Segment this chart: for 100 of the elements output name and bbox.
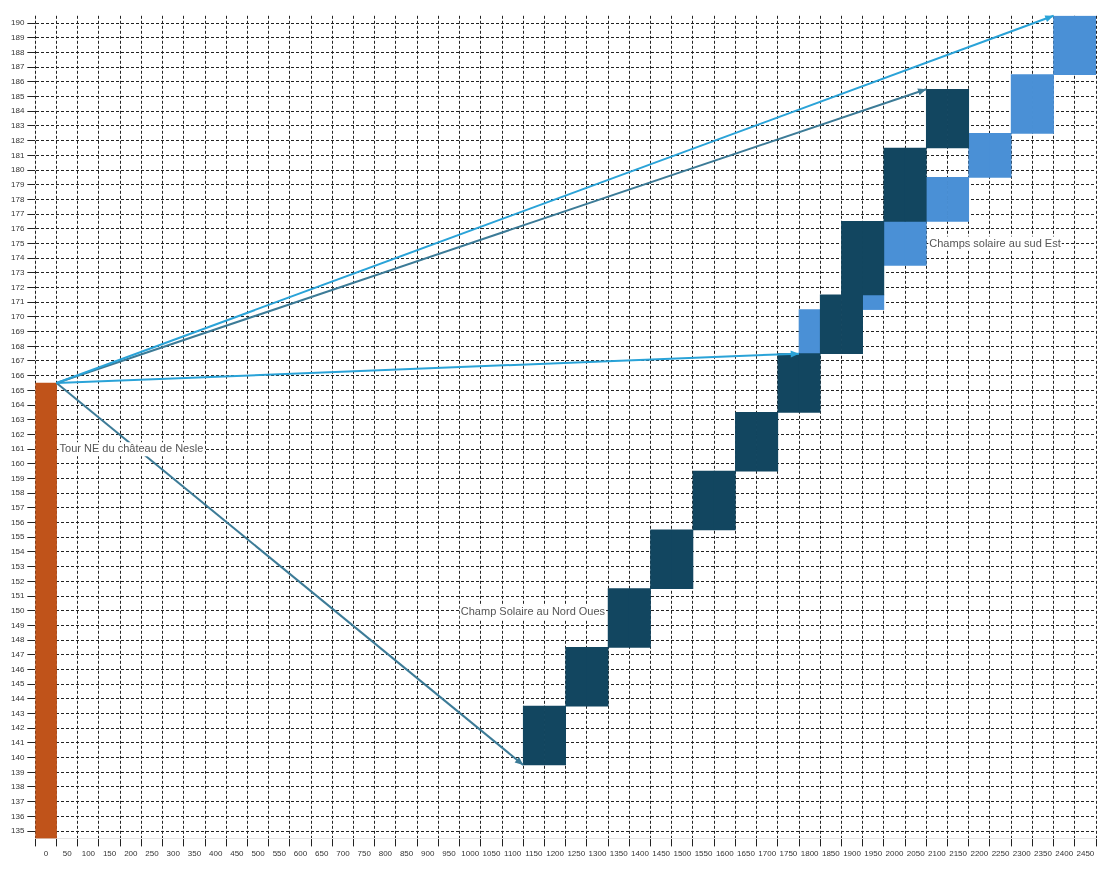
y-tick-label: 186 <box>10 77 25 87</box>
x-tick-label: 2400 <box>1055 849 1074 859</box>
x-tick-label: 350 <box>187 849 202 859</box>
annotation: Champ Solaire au Nord Oues <box>460 605 606 618</box>
x-tick-label: 2250 <box>991 849 1010 859</box>
y-tick-label: 183 <box>10 121 25 131</box>
y-tick-label: 170 <box>10 312 25 322</box>
y-tick-label: 159 <box>10 473 25 483</box>
y-tick-label: 135 <box>10 826 25 836</box>
y-tick-label: 189 <box>10 33 25 43</box>
y-tick-label: 160 <box>10 459 25 469</box>
y-tick-label: 164 <box>10 400 25 410</box>
y-tick-label: 139 <box>10 767 25 777</box>
y-tick-label: 176 <box>10 224 25 233</box>
y-tick-label: 147 <box>10 649 25 659</box>
x-tick-label: 750 <box>357 849 372 859</box>
y-tick-label: 156 <box>10 517 25 527</box>
bar <box>862 294 885 310</box>
x-tick-label: 1350 <box>609 849 629 859</box>
y-tick-label: 190 <box>10 18 25 28</box>
y-tick-label: 169 <box>10 326 25 336</box>
y-tick-label: 175 <box>10 238 25 248</box>
x-tick-label: 50 <box>62 849 73 859</box>
x-tick-label: 1550 <box>694 849 714 859</box>
y-tick-label: 148 <box>10 635 25 645</box>
x-tick-label: 150 <box>102 849 117 859</box>
x-tick-label: 1000 <box>461 849 480 859</box>
y-tick-label: 174 <box>10 253 25 263</box>
x-tick-label: 1250 <box>567 849 586 859</box>
x-tick-label: 400 <box>208 849 223 859</box>
x-tick-label: 500 <box>251 849 266 859</box>
y-tick-label: 168 <box>10 341 25 351</box>
y-tick-label: 158 <box>10 488 25 498</box>
x-tick-label: 2100 <box>928 849 947 859</box>
x-tick-label: 700 <box>336 849 351 859</box>
y-tick-label: 138 <box>10 782 25 792</box>
x-tick-label: 1450 <box>652 849 671 859</box>
x-tick-label: 1600 <box>715 849 735 859</box>
y-tick-label: 180 <box>10 165 25 175</box>
y-tick-label: 152 <box>10 576 25 586</box>
y-tick-label: 172 <box>10 282 25 292</box>
annotation: Tour NE du château de Nesle <box>59 442 204 455</box>
y-tick-label: 181 <box>10 150 25 160</box>
x-tick-label: 2300 <box>1012 849 1032 859</box>
y-tick-label: 150 <box>10 605 25 615</box>
x-tick-label: 1150 <box>525 849 544 859</box>
x-tick-label: 800 <box>378 849 393 859</box>
y-tick-label: 184 <box>10 106 25 116</box>
y-tick-label: 177 <box>10 209 25 219</box>
x-tick-label: 850 <box>399 849 414 859</box>
x-tick-label: 250 <box>145 849 160 859</box>
x-tick-label: 1900 <box>843 849 862 859</box>
x-tick-label: 1500 <box>673 849 692 859</box>
x-tick-label: 0 <box>43 849 49 859</box>
y-tick-label: 165 <box>10 385 25 395</box>
y-tick-label: 146 <box>10 664 25 674</box>
x-tick-label: 550 <box>272 849 287 859</box>
x-tick-label: 1850 <box>821 849 841 859</box>
x-tick-label: 300 <box>166 849 181 859</box>
y-tick-label: 163 <box>10 414 25 424</box>
y-tick-label: 153 <box>10 561 25 571</box>
annotation: Champs solaire au sud Est <box>929 236 1061 249</box>
y-tick-label: 151 <box>10 591 25 601</box>
x-tick-label: 2050 <box>906 849 926 859</box>
x-tick-label: 200 <box>124 849 139 859</box>
x-tick-label: 2350 <box>1034 849 1053 859</box>
x-tick-label: 1400 <box>631 849 650 859</box>
y-tick-label: 154 <box>10 547 25 557</box>
y-tick-label: 188 <box>10 47 25 57</box>
y-tick-label: 185 <box>10 91 25 101</box>
x-tick-label: 2200 <box>970 849 989 859</box>
x-tick-label: 900 <box>421 849 436 859</box>
x-tick-label: 1050 <box>482 849 501 859</box>
x-tick-label: 2150 <box>949 849 968 859</box>
x-tick-label: 1750 <box>779 849 798 859</box>
y-tick-label: 173 <box>10 268 25 278</box>
y-tick-label: 167 <box>10 356 25 366</box>
x-tick-label: 100 <box>81 849 96 859</box>
x-tick-label: 1700 <box>758 849 777 859</box>
y-tick-label: 161 <box>10 444 25 454</box>
x-tick-label: 650 <box>315 849 329 859</box>
y-tick-label: 182 <box>10 135 25 145</box>
y-tick-label: 157 <box>10 503 25 513</box>
x-tick-label: 2000 <box>885 849 904 859</box>
x-tick-label: 1800 <box>800 849 820 859</box>
y-tick-label: 144 <box>10 694 25 704</box>
x-tick-label: 1650 <box>737 849 756 859</box>
bar <box>798 309 821 354</box>
x-tick-label: 1300 <box>588 849 607 859</box>
y-tick-label: 166 <box>10 370 25 380</box>
y-tick-label: 145 <box>10 679 25 689</box>
y-tick-label: 187 <box>10 62 25 72</box>
x-tick-label: 600 <box>293 849 308 859</box>
x-tick-label: 1100 <box>504 849 522 859</box>
y-tick-label: 155 <box>10 532 25 542</box>
y-tick-label: 137 <box>10 796 25 806</box>
x-tick-label: 950 <box>442 849 457 859</box>
x-tick-label: 1200 <box>546 849 565 859</box>
y-tick-label: 143 <box>10 708 25 718</box>
x-tick-label: 1950 <box>864 849 883 859</box>
